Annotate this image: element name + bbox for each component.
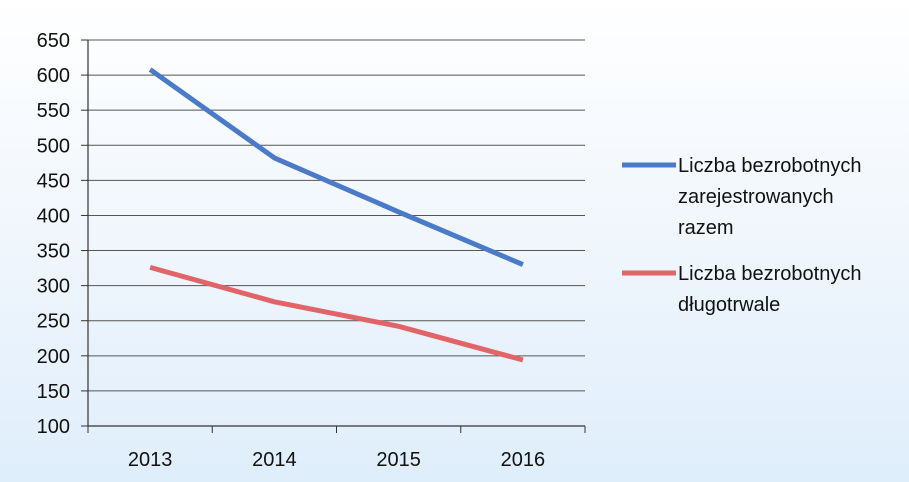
series-line-2 [149, 264, 524, 363]
x-tick-label: 2015 [376, 449, 421, 471]
y-tick-label: 350 [37, 241, 70, 263]
x-tick-label: 2013 [128, 449, 173, 471]
y-tick-label: 400 [37, 205, 70, 227]
gridlines [88, 39, 585, 392]
x-tick-label: 2014 [252, 449, 297, 471]
y-tick-label: 600 [37, 65, 70, 87]
y-tick-labels: 100 150 200 250 300 350 400 450 500 550 600 650 [37, 30, 70, 438]
series-lines [148, 67, 524, 363]
axes [81, 39, 586, 433]
x-tick-labels: 2013 2014 2015 2016 [128, 449, 545, 471]
legend: Liczba bezrobotnych zarejestrowanych razem… [622, 155, 861, 316]
series-line-1 [148, 67, 524, 267]
legend-label-line: Liczba bezrobotnych [678, 263, 861, 285]
y-tick-label: 300 [37, 276, 70, 298]
y-tick-label: 100 [37, 416, 70, 438]
y-tick-label: 150 [37, 381, 70, 403]
legend-label-line: Liczba bezrobotnych [678, 155, 861, 177]
legend-label-line: razem [678, 217, 734, 239]
y-tick-label: 550 [37, 100, 70, 122]
y-tick-label: 500 [37, 135, 70, 157]
legend-label-line: długotrwale [678, 294, 780, 316]
y-tick-label: 200 [37, 346, 70, 368]
legend-label-line: zarejestrowanych [678, 186, 834, 208]
y-tick-label: 450 [37, 170, 70, 192]
y-tick-label: 250 [37, 311, 70, 333]
x-tick-label: 2016 [501, 449, 546, 471]
y-tick-label: 650 [37, 30, 70, 52]
